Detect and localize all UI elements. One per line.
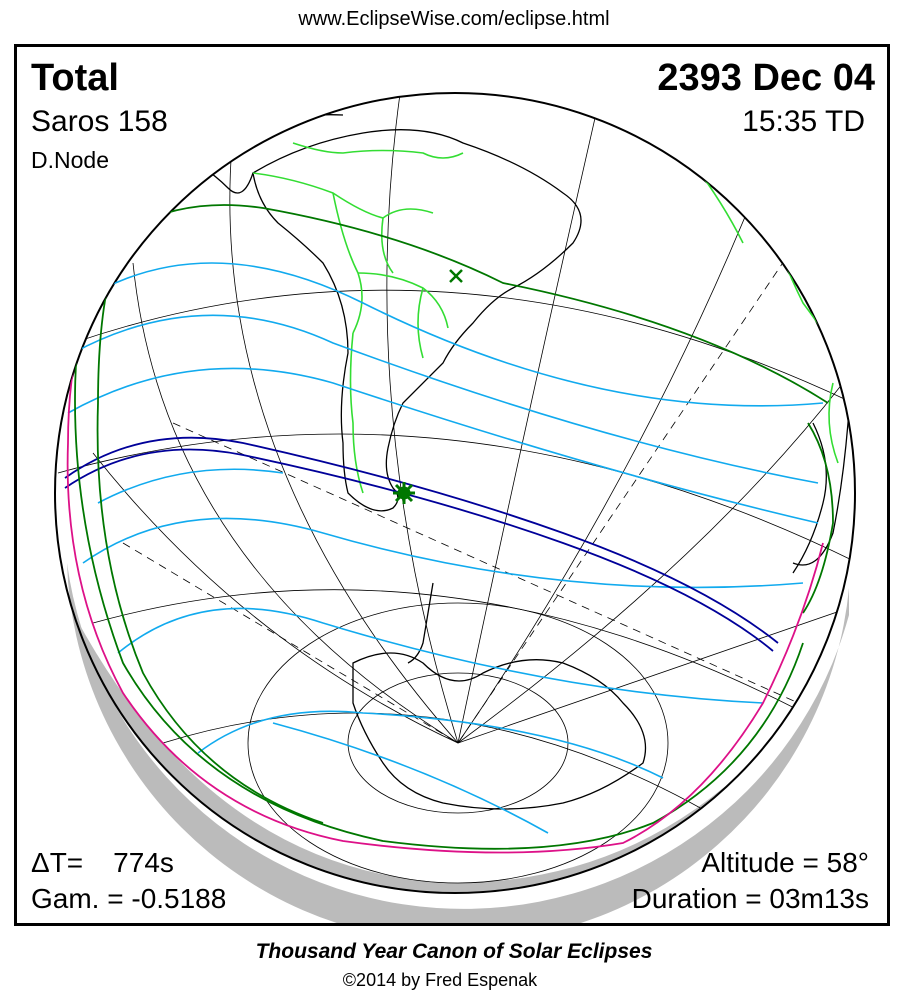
source-url: www.EclipseWise.com/eclipse.html [298, 8, 610, 30]
globe-map [54, 92, 856, 923]
graticule [57, 93, 855, 884]
sunrise-sunset-curves [66, 257, 824, 854]
delta-t: ΔT= 774s [31, 847, 174, 879]
night-shadow-body [55, 593, 855, 893]
south-america-coast [252, 129, 582, 512]
canon-title: Thousand Year Canon of Solar Eclipses [255, 940, 653, 963]
altitude-value: Altitude = 58° [701, 847, 869, 878]
node-label: D.Node [31, 147, 109, 173]
central-path [64, 436, 779, 652]
eclipse-type: Total [31, 57, 119, 99]
antarctic-peninsula [407, 582, 434, 664]
antarctica-coast [352, 652, 647, 810]
duration-value: Duration = 03m13s [631, 883, 869, 914]
eclipse-date: 2393 Dec 04 [657, 57, 875, 99]
new-zealand-coast [792, 422, 827, 574]
x-marker [449, 269, 463, 283]
delta-t-label: ΔT= [31, 847, 84, 878]
penumbra-limits [74, 204, 834, 850]
delta-t-value: 774s [113, 847, 174, 878]
political-borders [252, 142, 844, 494]
star-marker [393, 482, 415, 504]
eclipse-map-frame: Total 2393 Dec 04 Saros 158 15:35 TD D.N… [14, 44, 890, 926]
globe-outline [54, 92, 856, 894]
axis-lines [122, 232, 844, 744]
eclipse-time: 15:35 TD [742, 105, 865, 138]
copyright-credit: ©2014 by Fred Espenak [342, 970, 538, 990]
australia-coast [682, 142, 850, 566]
partial-eclipse-curves [67, 262, 824, 834]
gamma-value: Gam. = -0.5188 [31, 883, 227, 914]
central-america-coast [172, 114, 344, 194]
saros-number: Saros 158 [31, 105, 168, 138]
